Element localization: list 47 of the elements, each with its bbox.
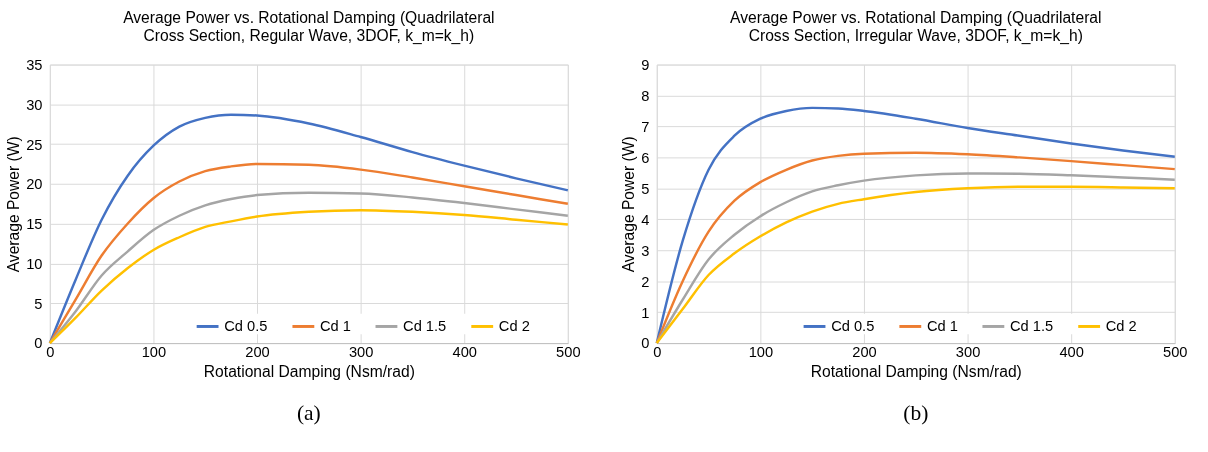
text: Average Power vs. Rotational Damping (Quadrilateral — [123, 9, 495, 27]
y-tick-label: 2 — [641, 273, 650, 290]
line-series — [48, 162, 570, 345]
x-tick-label: 100 — [141, 344, 167, 361]
text: Cross Section, Irregular Wave, 3DOF, k_m=k_h) — [748, 27, 1083, 45]
y-tick-label: 15 — [26, 216, 43, 233]
y-axis-title: Average Power (W) — [620, 136, 638, 273]
legend-label: Cd 1.5 — [1009, 318, 1054, 335]
x-axis-title: Rotational Damping (Nsm/rad) — [203, 362, 415, 380]
x-axis-title: Rotational Damping (Nsm/rad) — [810, 362, 1022, 380]
x-tick-label: 100 — [748, 344, 774, 361]
legend-label: Cd 0.5 — [831, 318, 875, 335]
y-tick-label: 4 — [641, 211, 650, 228]
y-tick-label: 10 — [26, 255, 43, 272]
legend-label: Cd 2 — [498, 318, 530, 335]
y-tick-label: 5 — [34, 295, 43, 312]
y-tick-label: 8 — [641, 87, 650, 104]
y-tick-label: 35 — [26, 56, 43, 73]
x-tick-label: 200 — [852, 344, 877, 361]
x-tick-label: 300 — [348, 344, 374, 361]
y-tick-label: 5 — [641, 180, 650, 197]
x-tick-label: 0 — [653, 344, 662, 361]
legend-label: Cd 1 — [319, 318, 351, 335]
y-tick-label: 30 — [26, 96, 43, 113]
x-tick-label: 500 — [556, 344, 581, 361]
x-tick-label: 0 — [46, 344, 55, 361]
y-tick-label: 3 — [641, 242, 650, 259]
legend-label: Cd 0.5 — [224, 318, 268, 335]
x-tick-label: 400 — [1059, 344, 1084, 361]
y-tick-label: 25 — [26, 136, 43, 153]
text: Average Power vs. Rotational Damping (Quadrilateral — [730, 9, 1102, 27]
text: Cross Section, Regular Wave, 3DOF, k_m=k_h) — [143, 27, 475, 45]
legend-label: Cd 2 — [1105, 318, 1137, 335]
y-axis-title: Average Power (W) — [5, 136, 23, 273]
text: (a) — [296, 401, 321, 426]
y-tick-label: 20 — [26, 176, 43, 193]
y-tick-label: 6 — [641, 149, 650, 166]
x-tick-label: 400 — [452, 344, 477, 361]
y-tick-label: 9 — [641, 56, 650, 73]
x-tick-label: 200 — [245, 344, 270, 361]
legend-label: Cd 1 — [926, 318, 958, 335]
x-tick-label: 500 — [1163, 344, 1188, 361]
x-tick-label: 300 — [955, 344, 981, 361]
legend-label: Cd 1.5 — [403, 318, 447, 335]
text: (b) — [903, 401, 929, 426]
y-tick-label: 7 — [641, 118, 650, 135]
y-tick-label: 1 — [641, 304, 650, 321]
